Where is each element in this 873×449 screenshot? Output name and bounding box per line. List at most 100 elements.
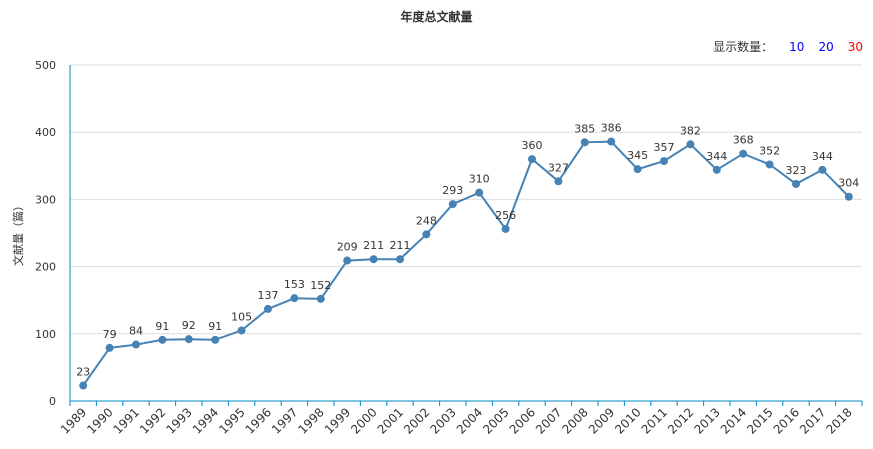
x-tick-label: 1995	[216, 405, 247, 436]
data-label: 344	[812, 150, 833, 163]
data-label: 211	[363, 239, 384, 252]
x-tick-label: 1989	[58, 405, 89, 436]
x-tick-label: 2014	[718, 405, 749, 436]
y-tick-label: 300	[35, 193, 56, 206]
data-point	[211, 335, 220, 344]
chart-title: 年度总文献量	[400, 10, 473, 24]
x-tick-label: 1997	[269, 405, 300, 436]
data-point	[501, 224, 510, 233]
data-point	[184, 335, 193, 344]
data-label: 91	[208, 320, 222, 333]
x-tick-label: 2015	[744, 405, 775, 436]
x-tick-label: 1991	[111, 405, 142, 436]
data-point	[844, 192, 853, 201]
x-tick-label: 2009	[586, 405, 617, 436]
data-label: 293	[442, 184, 463, 197]
x-tick-label: 1996	[243, 405, 274, 436]
x-tick-label: 1992	[137, 405, 168, 436]
x-tick-label: 2016	[771, 405, 802, 436]
data-point	[633, 165, 642, 174]
data-label: 211	[390, 239, 411, 252]
x-tick-label: 2017	[797, 405, 828, 436]
x-tick-label: 2018	[823, 405, 854, 436]
data-label: 92	[182, 319, 196, 332]
data-label: 344	[706, 150, 727, 163]
x-tick-label: 2000	[348, 405, 379, 436]
display-count-label: 显示数量：	[713, 40, 774, 54]
y-tick-label: 100	[35, 328, 56, 341]
data-label: 323	[786, 164, 807, 177]
data-label: 248	[416, 214, 437, 227]
data-label: 310	[469, 173, 490, 186]
data-point	[158, 335, 167, 344]
x-tick-label: 1990	[84, 405, 115, 436]
data-label: 152	[310, 279, 331, 292]
display-count-option-30[interactable]: 30	[847, 39, 863, 54]
y-axis-label: 文献量（篇）	[11, 200, 25, 266]
data-label: 23	[76, 366, 90, 379]
data-point	[554, 177, 563, 186]
display-count-option-20[interactable]: 20	[818, 39, 834, 54]
x-tick-label: 1994	[190, 405, 221, 436]
data-point	[422, 230, 431, 239]
data-point	[818, 165, 827, 174]
x-tick-label: 2006	[507, 405, 538, 436]
data-label: 209	[337, 241, 358, 254]
data-point	[580, 138, 589, 147]
data-point	[290, 294, 299, 303]
data-point	[792, 179, 800, 188]
y-tick-label: 200	[35, 261, 56, 274]
data-label: 345	[627, 149, 648, 162]
data-label: 79	[103, 328, 117, 341]
data-point	[237, 326, 246, 335]
data-point	[343, 256, 352, 265]
x-tick-label: 1999	[322, 405, 353, 436]
x-tick-label: 2008	[559, 405, 590, 436]
data-point	[686, 140, 695, 149]
data-label: 327	[548, 161, 569, 174]
data-point	[475, 188, 484, 197]
y-tick-label: 400	[35, 126, 56, 139]
data-point	[79, 381, 88, 390]
x-tick-label: 1993	[163, 405, 194, 436]
data-point	[448, 200, 457, 209]
x-tick-label: 2004	[454, 405, 485, 436]
data-point	[132, 340, 140, 349]
data-label: 105	[231, 310, 252, 323]
data-label: 385	[574, 122, 595, 135]
data-point	[739, 149, 748, 158]
x-tick-label: 2005	[480, 405, 511, 436]
data-point	[369, 255, 378, 264]
data-point	[264, 304, 272, 313]
data-point	[607, 137, 616, 146]
data-label: 91	[155, 320, 169, 333]
data-label: 360	[522, 139, 543, 152]
data-label: 84	[129, 325, 143, 338]
x-tick-label: 2001	[375, 405, 406, 436]
y-tick-label: 0	[49, 395, 56, 408]
data-label: 137	[258, 289, 279, 302]
x-tick-label: 2002	[401, 405, 432, 436]
data-point	[765, 160, 774, 169]
x-tick-label: 2013	[691, 405, 722, 436]
display-count-selector: 显示数量： 10 20 30	[713, 38, 863, 55]
data-point	[528, 155, 536, 164]
data-label: 153	[284, 278, 305, 291]
data-label: 357	[654, 141, 675, 154]
x-tick-label: 2007	[533, 405, 564, 436]
x-tick-label: 2011	[639, 405, 670, 436]
data-label: 352	[759, 144, 780, 157]
data-point	[105, 343, 114, 352]
data-point	[712, 165, 721, 174]
data-point	[316, 294, 325, 303]
data-label: 256	[495, 209, 516, 222]
y-tick-label: 500	[35, 59, 56, 72]
x-tick-label: 2010	[612, 405, 643, 436]
data-point	[660, 157, 668, 166]
x-tick-label: 1998	[295, 405, 326, 436]
series-line	[82, 140, 850, 387]
data-label: 382	[680, 124, 701, 137]
display-count-option-10[interactable]: 10	[789, 39, 805, 54]
data-point	[396, 255, 404, 264]
